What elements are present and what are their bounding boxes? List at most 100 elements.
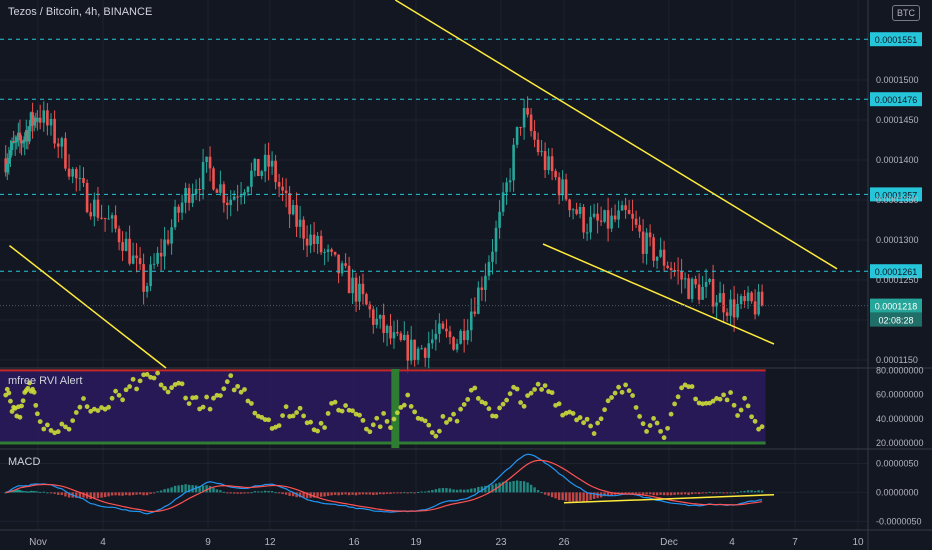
candle-body <box>533 131 536 140</box>
macd-histogram-bar <box>378 492 382 495</box>
candle-body <box>166 239 170 244</box>
macd-histogram-bar <box>564 492 568 501</box>
macd-histogram-bar <box>392 492 396 494</box>
candle-body <box>31 112 34 126</box>
macd-histogram-bar <box>736 492 739 494</box>
candle-body <box>371 309 375 325</box>
rvi-dot <box>468 387 474 393</box>
macd-histogram-bar <box>236 492 239 494</box>
macd-histogram-bar <box>638 492 641 494</box>
macd-histogram-bar <box>57 492 60 495</box>
candle-body <box>281 186 284 191</box>
rvi-dot <box>33 402 39 408</box>
candle-body <box>256 158 260 176</box>
candle-body <box>676 270 680 272</box>
candle-body <box>543 151 547 171</box>
rvi-dot <box>395 410 400 416</box>
rvi-dot <box>577 415 583 420</box>
candle-body <box>729 299 732 316</box>
candle-body <box>24 130 28 137</box>
macd-histogram-bar <box>291 492 295 497</box>
rvi-dot <box>679 385 684 391</box>
candle-body <box>56 143 60 147</box>
macd-histogram-bar <box>452 489 455 493</box>
candle-body <box>263 154 267 172</box>
candle-body <box>28 126 31 142</box>
macd-histogram-bar <box>487 485 491 493</box>
rvi-dot <box>542 383 548 388</box>
currency-button[interactable]: BTC <box>892 5 920 21</box>
rvi-dot <box>190 395 196 401</box>
macd-histogram-bar <box>281 492 284 495</box>
candle-body <box>142 264 145 292</box>
level-price-label: 0.0001261 <box>875 267 918 277</box>
rvi-dot <box>447 416 453 422</box>
macd-histogram-bar <box>645 492 648 495</box>
rvi-dot <box>647 423 653 428</box>
candle-body <box>53 118 56 144</box>
macd-histogram-bar <box>201 485 205 493</box>
macd-histogram-bar <box>53 492 56 494</box>
candle-body <box>641 231 645 254</box>
rvi-dot <box>339 408 345 414</box>
level-price-tag <box>870 32 922 47</box>
rvi-dot <box>350 408 355 414</box>
rvi-dot <box>55 429 61 435</box>
macd-histogram-bar <box>323 492 326 497</box>
candle-body <box>739 296 743 305</box>
macd-histogram-bar <box>455 489 459 493</box>
candle-body <box>375 318 379 325</box>
macd-histogram-bar <box>333 492 337 495</box>
candle-body <box>477 287 480 314</box>
macd-histogram-bar <box>284 492 288 495</box>
rvi-dot <box>500 401 506 407</box>
macd-histogram-bar <box>424 491 427 493</box>
candle-body <box>571 209 575 211</box>
candle-body <box>103 217 107 219</box>
rvi-dot <box>630 393 635 398</box>
macd-histogram-bar <box>166 488 170 493</box>
macd-histogram-bar <box>145 492 149 496</box>
candle-body <box>159 252 163 257</box>
rvi-dot <box>211 395 216 401</box>
rvi-dot <box>332 399 338 405</box>
macd-histogram-bar <box>21 491 25 493</box>
candle-body <box>445 328 448 332</box>
rvi-dot <box>249 401 254 406</box>
rvi-dot <box>88 408 94 414</box>
candle-body <box>344 263 347 266</box>
macd-histogram-bar <box>135 492 138 495</box>
candle-body <box>291 205 295 215</box>
macd-histogram-bar <box>620 492 624 494</box>
rvi-dot <box>252 410 258 416</box>
candle-body <box>180 202 184 213</box>
candle-body <box>284 190 288 194</box>
candle-body <box>5 163 9 173</box>
rvi-dot <box>742 395 747 401</box>
rvi-dot <box>602 407 607 413</box>
macd-histogram-bar <box>60 492 64 495</box>
price-axis-tick-label: 0.0001350 <box>876 195 919 205</box>
grid-lines <box>0 0 868 530</box>
candle-body <box>365 294 368 305</box>
candle-body <box>46 110 49 126</box>
macd-histogram-bar <box>194 485 198 493</box>
macd-histogram-bar <box>358 492 361 495</box>
rvi-dot <box>141 372 147 378</box>
candle-body <box>246 186 250 193</box>
candle-body <box>389 325 392 339</box>
candle-body <box>13 142 17 144</box>
candle-body <box>208 156 212 169</box>
rvi-dot <box>616 384 621 390</box>
candle-body <box>298 219 302 227</box>
candle-body <box>340 263 344 274</box>
macd-histogram-bar <box>149 492 152 494</box>
trendline <box>542 243 775 345</box>
rvi-dot <box>106 404 111 410</box>
candle-body <box>409 339 413 361</box>
candle-body <box>631 213 634 219</box>
rvi-dot <box>549 390 555 396</box>
rvi-dot <box>77 404 83 410</box>
rvi-dot <box>458 406 464 412</box>
